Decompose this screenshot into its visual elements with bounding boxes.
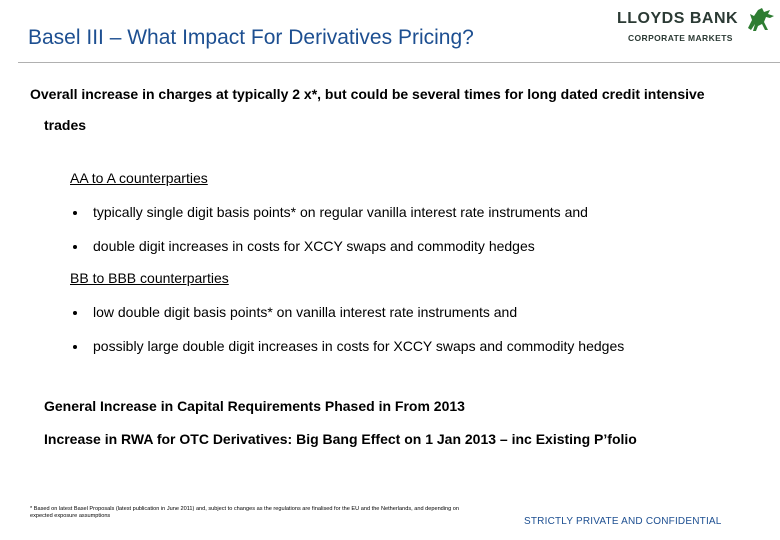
bullet-text: double digit increases in costs for XCCY…	[93, 237, 535, 254]
bullet-dot	[73, 344, 77, 349]
bullet-text: low double digit basis points* on vanill…	[93, 304, 518, 320]
bullet-text: possibly large double digit increases in…	[93, 337, 625, 354]
classification: STRICTLY PRIVATE AND CONFIDENTIAL	[524, 516, 722, 527]
bullet-item: possibly large double digit increases in…	[73, 338, 624, 354]
bullet-dot	[73, 311, 77, 315]
bullet-item: low double digit basis points* on vanill…	[73, 304, 517, 320]
intro-text: Overall increase in charges at typically…	[30, 86, 705, 133]
bullet-text: typically single digit basis points* on …	[93, 204, 588, 220]
bullet-item: double digit increases in costs for XCCY…	[73, 238, 535, 254]
logo-division: CORPORATE MARKETS	[628, 33, 733, 43]
bullet-dot	[73, 211, 77, 215]
section-heading: AA to A counterparties	[70, 170, 208, 186]
slide-title: Basel III – What Impact For Derivatives …	[28, 26, 474, 49]
logo-name: LLOYDS BANK	[617, 10, 739, 27]
logo-horse	[748, 8, 774, 31]
bullet-dot	[73, 244, 77, 249]
footnote: * Based on latest Basel Proposals (lates…	[30, 506, 460, 519]
key-point: Increase in RWA for OTC Derivatives: Big…	[44, 431, 637, 447]
bullet-item: typically single digit basis points* on …	[73, 204, 588, 220]
header-rule	[18, 62, 780, 63]
section-heading: BB to BBB counterparties	[70, 270, 229, 286]
key-point: General Increase in Capital Requirements…	[44, 398, 465, 414]
